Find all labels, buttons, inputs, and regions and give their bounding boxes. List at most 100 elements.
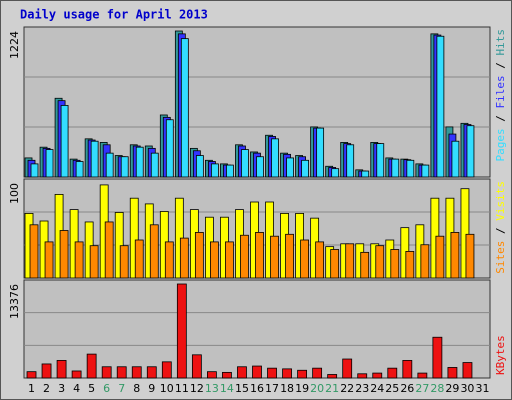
bar <box>191 354 202 379</box>
bar <box>300 239 309 279</box>
bar <box>164 241 174 279</box>
bar <box>372 372 383 379</box>
bar <box>120 156 129 178</box>
x-tick-label: 27 <box>415 382 429 395</box>
bar <box>222 371 232 379</box>
x-tick-label: 19 <box>295 382 309 395</box>
bar <box>451 140 460 178</box>
bar <box>406 159 415 178</box>
bar <box>240 234 249 279</box>
bar <box>282 368 292 379</box>
x-tick-label: 28 <box>430 382 444 395</box>
bar <box>176 283 187 379</box>
x-tick-label: 7 <box>118 382 125 395</box>
bar <box>60 105 69 178</box>
bar <box>131 366 142 379</box>
x-tick-label: 22 <box>340 382 354 395</box>
bar <box>89 245 99 279</box>
x-tick-label: 6 <box>103 382 110 395</box>
bar <box>256 156 264 178</box>
bar <box>114 212 124 279</box>
x-tick-label: 14 <box>220 382 234 395</box>
bar <box>435 235 445 279</box>
bar <box>41 363 52 379</box>
bar <box>146 366 157 379</box>
bar <box>105 152 114 178</box>
x-tick-label: 2 <box>43 382 50 395</box>
x-tick-label: 11 <box>175 382 189 395</box>
legend-entry: Visits <box>494 181 507 221</box>
bar <box>330 249 340 279</box>
bar <box>210 241 219 279</box>
bar <box>375 245 385 279</box>
bar <box>267 367 277 379</box>
x-tick-label: 3 <box>58 382 65 395</box>
y-tick-label: 13376 <box>8 284 21 319</box>
bar <box>116 366 127 379</box>
x-tick-label: 29 <box>445 382 459 395</box>
x-tick-label: 12 <box>190 382 204 395</box>
bar <box>237 366 247 379</box>
bar <box>285 233 294 279</box>
bar <box>255 231 264 279</box>
bar <box>432 336 443 379</box>
x-tick-label: 17 <box>265 382 279 395</box>
x-tick-label: 20 <box>310 382 324 395</box>
bar <box>346 144 355 178</box>
y-tick-label: 100 <box>8 183 21 204</box>
x-tick-label: 1 <box>28 382 35 395</box>
legend-entry: Pages <box>494 128 507 161</box>
bar <box>90 140 99 178</box>
bar <box>56 360 67 379</box>
x-tick-label: 31 <box>475 382 489 395</box>
x-tick-label: 26 <box>400 382 414 395</box>
bar <box>135 146 144 178</box>
bar <box>150 152 159 178</box>
bar <box>391 158 400 178</box>
bar <box>342 358 353 379</box>
x-tick-label: 24 <box>370 382 384 395</box>
bar <box>59 230 69 279</box>
bar <box>387 367 398 379</box>
legend: Pages / Files / Hits <box>494 29 507 162</box>
legend-separator: / <box>494 109 507 129</box>
legend-separator: / <box>494 56 507 76</box>
bar <box>74 241 84 279</box>
bar <box>149 224 159 279</box>
x-tick-label: 21 <box>325 382 339 395</box>
x-tick-label: 15 <box>235 382 249 395</box>
bar <box>30 163 39 178</box>
bar <box>104 221 114 279</box>
bar <box>161 361 172 379</box>
bar <box>450 231 460 279</box>
bar <box>119 245 129 279</box>
bar <box>331 168 340 178</box>
bar <box>465 233 475 279</box>
bar <box>417 372 428 379</box>
bar <box>241 149 249 178</box>
bar <box>195 155 204 178</box>
bar <box>101 366 112 379</box>
bar <box>436 35 445 178</box>
bar <box>360 251 370 279</box>
bar <box>179 237 189 279</box>
bar <box>357 373 368 379</box>
bar <box>460 188 470 279</box>
bar <box>316 127 325 178</box>
bar <box>29 224 39 279</box>
x-tick-label: 9 <box>148 382 155 395</box>
bar <box>75 161 84 178</box>
bar <box>421 164 430 178</box>
bar <box>44 241 54 279</box>
chart-title: Daily usage for April 2013 <box>20 8 208 22</box>
bar <box>211 163 219 178</box>
bar <box>134 239 144 279</box>
bar <box>252 365 262 379</box>
bar <box>327 374 338 379</box>
bar <box>345 243 355 279</box>
bar <box>129 197 139 279</box>
bar <box>301 159 309 178</box>
legend-entry: Files <box>494 75 507 108</box>
x-tick-label: 18 <box>280 382 294 395</box>
